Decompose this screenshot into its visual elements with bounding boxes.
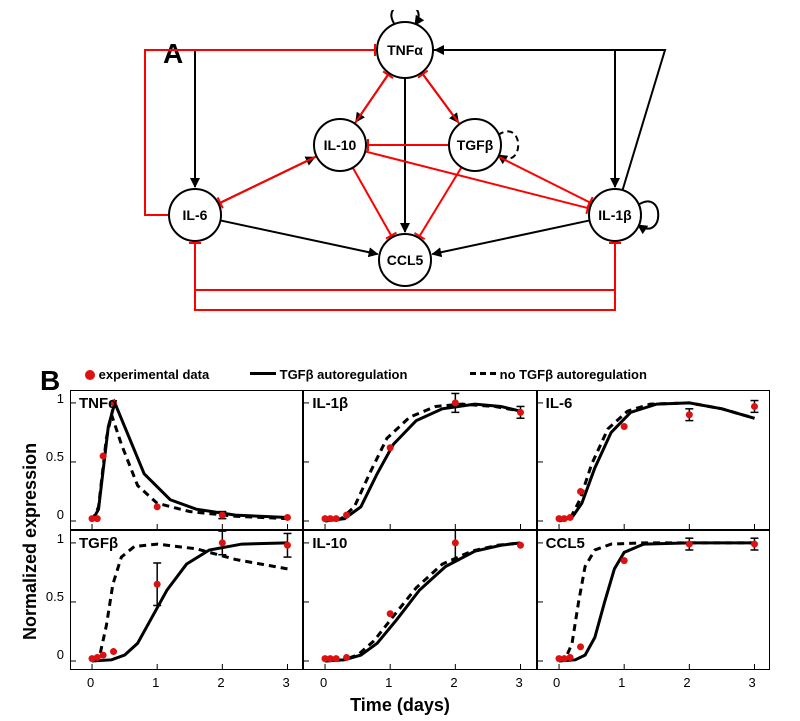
chart-title: TGFβ [79, 535, 118, 552]
chart-title: IL-1β [312, 395, 348, 412]
x-axis-label: Time (days) [340, 695, 460, 716]
chart-title: IL-10 [312, 535, 347, 552]
svg-text:CCL5: CCL5 [387, 252, 424, 268]
chart-il1b: IL-1β [303, 390, 536, 530]
xtick: 2 [450, 675, 457, 690]
xtick: 2 [683, 675, 690, 690]
svg-text:TGFβ: TGFβ [457, 137, 494, 153]
chart-il10: IL-10 [303, 530, 536, 670]
chart-il6: IL-6 [537, 390, 770, 530]
xtick: 3 [748, 675, 755, 690]
xtick: 1 [152, 675, 159, 690]
xtick: 0 [87, 675, 94, 690]
xtick: 2 [217, 675, 224, 690]
chart-tnfa: TNFα [70, 390, 303, 530]
xtick: 1 [618, 675, 625, 690]
y-axis-label: Normalized expression [20, 443, 41, 640]
chart-tgfb: TGFβ [70, 530, 303, 670]
xtick: 1 [385, 675, 392, 690]
xtick: 0 [553, 675, 560, 690]
page-root: A TNFαIL-10TGFβIL-6CCL5IL-1β B experimen… [0, 0, 800, 721]
chart-title: CCL5 [546, 535, 585, 552]
svg-text:TNFα: TNFα [387, 42, 423, 58]
svg-text:IL-6: IL-6 [183, 207, 208, 223]
network-diagram: TNFα IL-10 TGFβ IL-6 CCL5 IL-1β [125, 10, 685, 330]
chart-title: IL-6 [546, 395, 573, 412]
chart-ccl5: CCL5 [537, 530, 770, 670]
chart-title: TNFα [79, 395, 117, 412]
xtick: 3 [282, 675, 289, 690]
xtick: 3 [515, 675, 522, 690]
svg-text:IL-10: IL-10 [324, 137, 357, 153]
charts-panel: TNFα IL-1β IL-6 TGFβ IL-10 CCL5 0 1 2 3 0 1 2 3… [60, 360, 760, 695]
xtick: 0 [320, 675, 327, 690]
svg-text:IL-1β: IL-1β [598, 207, 632, 223]
